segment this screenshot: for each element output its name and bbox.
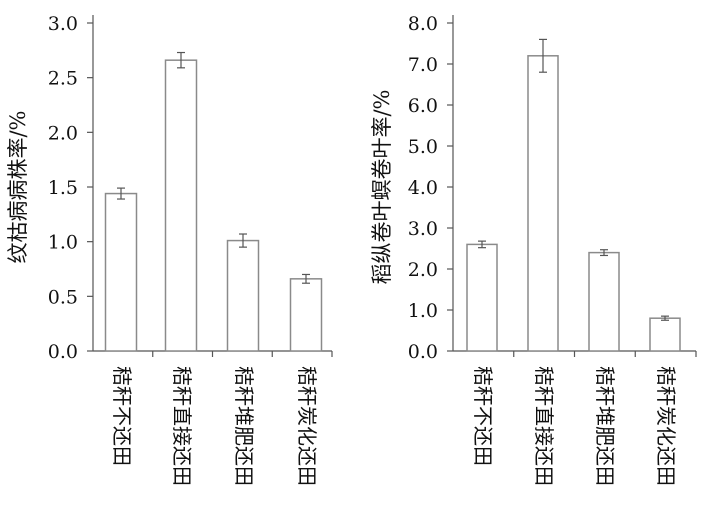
chart2-bar [588, 251, 620, 352]
chart1-y-tick-label: 1.0 [48, 232, 78, 254]
chart2-x-tick-label: 秸秆炭化还田 [654, 366, 678, 486]
chart2-x-tick-label: 秸秆直接还田 [532, 366, 556, 486]
chart2-y-tick-label: 2.0 [408, 259, 438, 281]
chart1-x-tick-label: 秸秆直接还田 [170, 366, 194, 486]
chart1-y-tick-label: 1.5 [48, 177, 78, 199]
chart2-y-tick-label: 1.0 [408, 300, 438, 322]
chart2-y-tick-label: 3.0 [408, 218, 438, 240]
chart2-y-axis-label: 稻纵卷叶螟卷叶率/% [370, 89, 394, 284]
chart1-bar [164, 59, 198, 352]
chart1-y-tick-label: 3.0 [48, 13, 78, 35]
chart2-bar [649, 317, 681, 352]
chart1-bar [226, 239, 260, 352]
chart1-y-tick-label: 0.0 [48, 341, 78, 363]
chart1-x-tick-label: 秸秆炭化还田 [295, 366, 319, 486]
chart1-bar [289, 278, 323, 352]
chart2-y-tick-label: 4.0 [408, 177, 438, 199]
chart1-x-tick-label: 秸秆堆肥还田 [232, 366, 256, 486]
chart2-bar [466, 243, 498, 352]
chart2-bar [527, 55, 559, 352]
chart2-y-tick-label: 7.0 [408, 54, 438, 76]
chart1-y-tick-label: 2.0 [48, 122, 78, 144]
chart1-y-tick-label: 2.5 [48, 68, 78, 90]
chart2-x-tick-label: 秸秆不还田 [471, 366, 495, 466]
chart1-x-tick-label: 秸秆不还田 [110, 366, 134, 466]
chart1-y-axis-label: 纹枯病病株率/% [6, 110, 30, 263]
chart2-y-tick-label: 6.0 [408, 95, 438, 117]
chart1-y-tick-label: 0.5 [48, 286, 78, 308]
chart2-x-tick-label: 秸秆堆肥还田 [593, 366, 617, 486]
chart2-y-tick-label: 0.0 [408, 341, 438, 363]
chart2-y-tick-label: 8.0 [408, 13, 438, 35]
chart2-y-tick-label: 5.0 [408, 136, 438, 158]
chart1-bar [104, 192, 138, 352]
